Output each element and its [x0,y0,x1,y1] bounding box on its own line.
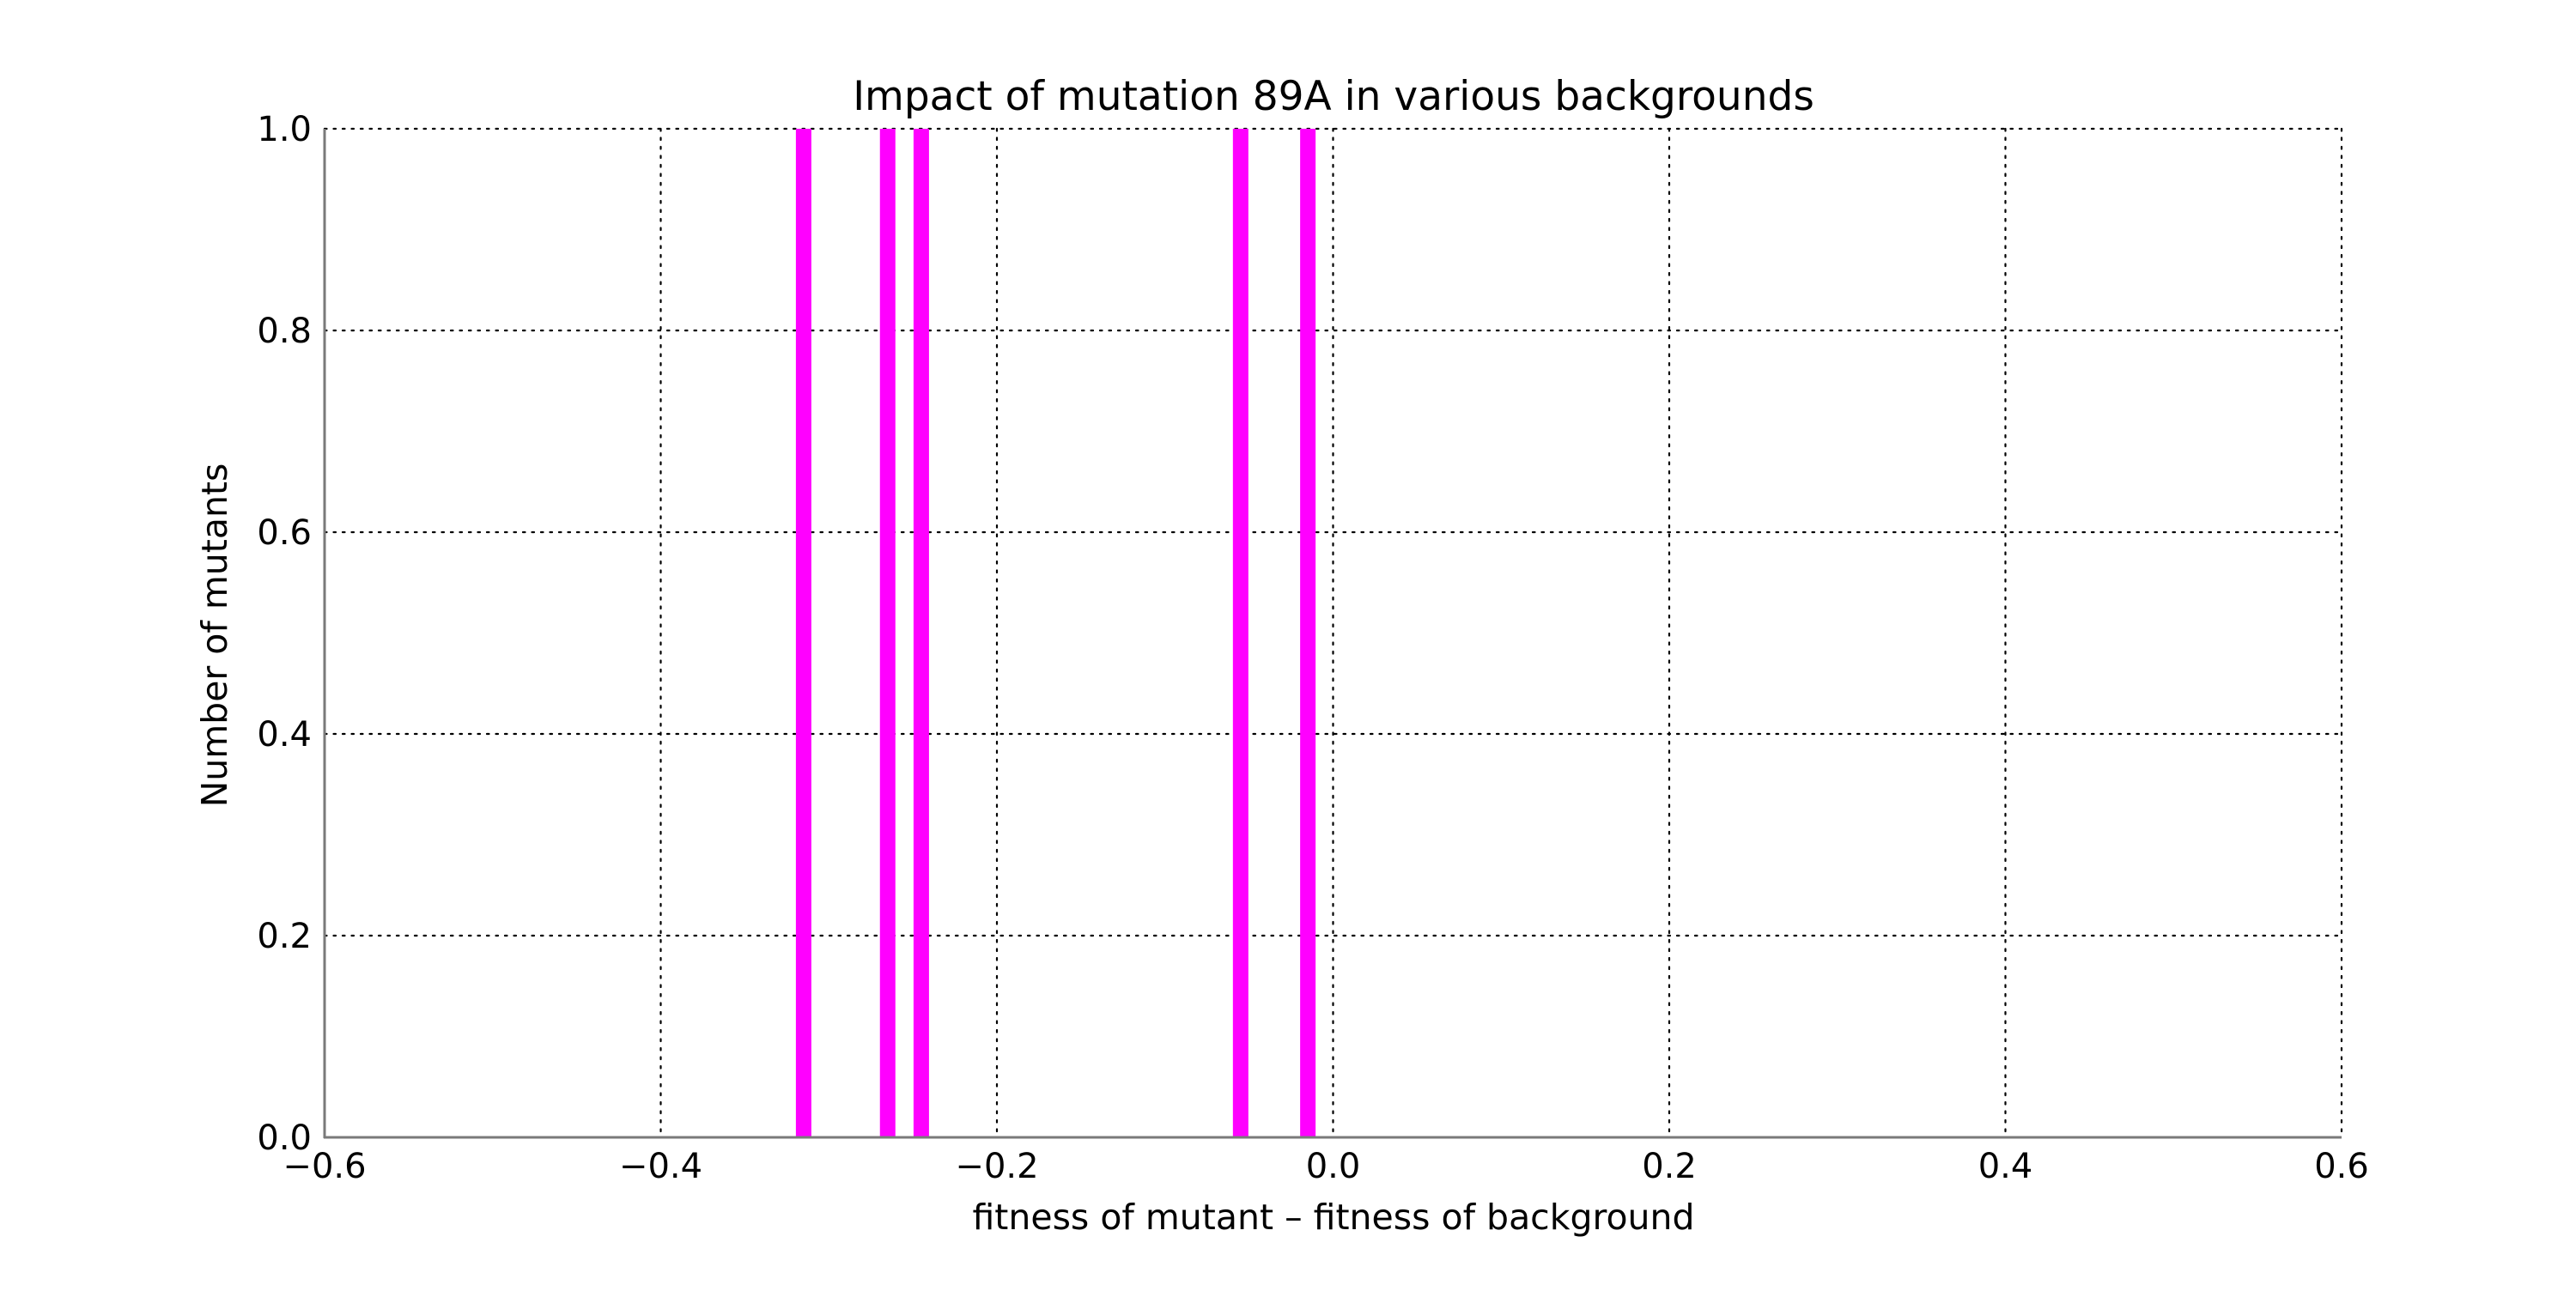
x-tick-label: 0.6 [2314,1147,2369,1186]
chart-title: Impact of mutation 89A in various backgr… [853,73,1814,120]
histogram-bar [913,129,929,1137]
histogram-bar [879,129,896,1137]
x-tick-label: −0.2 [955,1147,1038,1186]
y-axis-label: Number of mutants [194,464,235,808]
axes [323,129,2342,1139]
histogram-bar [1232,129,1249,1137]
y-tick-label: 0.8 [257,312,312,351]
histogram-bars [795,129,1316,1137]
x-tick-label: 0.2 [1642,1147,1697,1186]
histogram-bar [1300,129,1316,1137]
tick-labels: −0.6 −0.4 −0.2 0.0 0.2 0.4 0.6 0.0 0.2 0.4 0.6 0.8 1… [257,110,2368,1186]
y-tick-label: 0.2 [257,917,312,956]
y-tick-label: 0.4 [257,715,312,755]
x-tick-label: −0.6 [283,1147,366,1186]
x-axis-label: fitness of mutant – fitness of backgroun… [972,1197,1694,1238]
grid-lines [323,127,2343,1139]
x-tick-label: −0.4 [619,1147,702,1186]
y-tick-label: 0.6 [257,513,312,553]
y-tick-label: 0.0 [257,1118,312,1158]
histogram-bar [795,129,811,1137]
y-tick-label: 1.0 [257,110,312,149]
x-tick-label: 0.0 [1306,1147,1361,1186]
x-tick-label: 0.4 [1978,1147,2033,1186]
